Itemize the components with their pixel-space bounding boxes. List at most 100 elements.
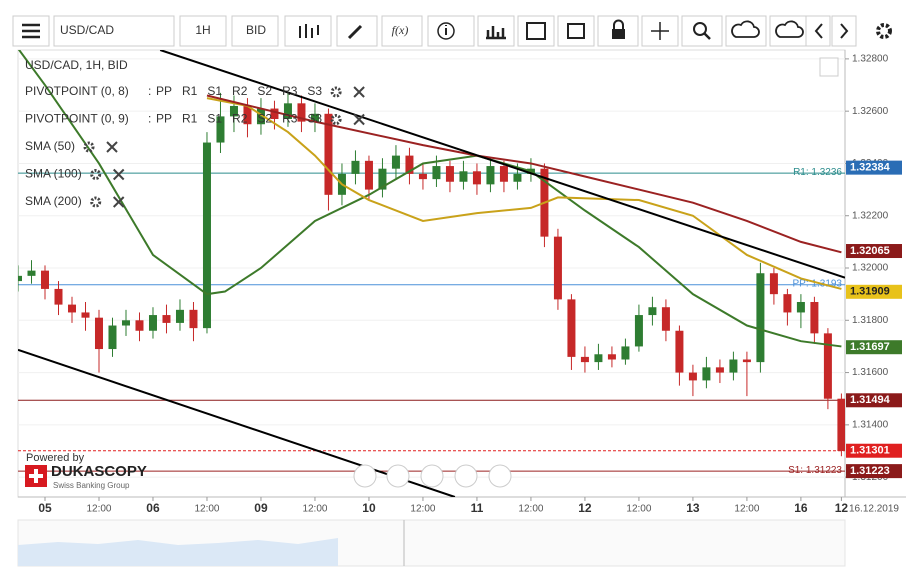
news-icon	[567, 23, 585, 39]
toolbar: USD/CAD 1H BID f(x)	[12, 15, 892, 47]
price-box	[846, 160, 902, 175]
scroll-left[interactable]	[353, 464, 377, 488]
side-select[interactable]	[231, 15, 279, 47]
prev-button[interactable]	[805, 15, 831, 47]
candle-body	[135, 320, 144, 331]
date-label: 16.12.2019	[849, 504, 899, 515]
candle-body	[202, 142, 211, 329]
y-tick-label: 1.32200	[852, 210, 889, 221]
candle-body	[378, 168, 387, 190]
sma-line	[206, 94, 842, 254]
pivot-name: R2	[232, 112, 248, 126]
candle-body	[256, 108, 265, 125]
candle-body	[162, 315, 171, 323]
price-box	[846, 340, 902, 355]
calendar-icon	[526, 22, 546, 40]
candle-body	[621, 346, 630, 360]
lock-shackle	[613, 19, 624, 29]
x-tick-label: 12:00	[302, 504, 327, 515]
settings-gear	[330, 86, 342, 98]
pivot-name: S3	[307, 112, 322, 126]
remove-x	[112, 196, 125, 208]
candle-body	[459, 171, 468, 182]
x-tick-label: 12:00	[518, 504, 543, 515]
pivot-name: R2	[232, 84, 248, 98]
calendar-button[interactable]	[517, 15, 555, 47]
brand-cross	[29, 469, 43, 483]
indicator-name: SMA (200)	[25, 194, 82, 208]
news-button[interactable]	[557, 15, 595, 47]
pivot-separator: :	[148, 112, 151, 126]
candle-body	[270, 108, 279, 120]
x-tick-label: 12:00	[626, 504, 651, 515]
candle-body	[513, 173, 522, 182]
remove-x	[353, 86, 365, 98]
navigator-area	[18, 538, 338, 566]
pivot-name: R1	[182, 112, 198, 126]
indicator-name: SMA (100)	[25, 167, 82, 181]
candle-body	[567, 299, 576, 357]
zoom-out[interactable]	[386, 464, 410, 488]
candle-body	[472, 171, 481, 185]
candle-body	[216, 116, 225, 143]
crosshair-icon	[651, 22, 669, 40]
y-tick-label: 1.32000	[852, 263, 889, 274]
brand-name: DUKASCOPY	[51, 463, 147, 480]
period-select[interactable]	[179, 15, 227, 47]
pivot-label: R1: 1.3236	[793, 167, 842, 178]
candle-body	[715, 367, 724, 373]
candle-body	[580, 356, 589, 363]
candle-body	[634, 315, 643, 347]
price-box-label: 1.32384	[850, 162, 891, 174]
pivot-name: R3	[282, 112, 298, 126]
next-button[interactable]	[831, 15, 857, 47]
candle-body	[756, 273, 765, 363]
candle-body	[688, 372, 697, 381]
reset[interactable]	[420, 464, 444, 488]
candle-body	[742, 359, 751, 363]
info-button[interactable]	[427, 15, 475, 47]
candle-body	[18, 275, 22, 282]
settings-gear	[83, 141, 95, 153]
candle-body	[229, 105, 238, 117]
price-box	[846, 244, 902, 259]
price-box-label: 1.31494	[850, 394, 891, 406]
settings-icon[interactable]	[876, 23, 892, 39]
y-tick-label: 1.31600	[852, 367, 889, 378]
indicator-button[interactable]	[477, 15, 515, 47]
candle-body	[729, 359, 738, 373]
candle-body	[486, 166, 495, 185]
y-tick-label: 1.32800	[852, 54, 889, 65]
candle-body	[837, 398, 845, 451]
crosshair-button[interactable]	[641, 15, 679, 47]
indicator-name: PIVOTPOINT (0, 9)	[25, 112, 129, 126]
next-icon	[840, 23, 849, 39]
info-icon	[437, 22, 455, 40]
candle-body	[661, 307, 670, 331]
price-box	[846, 443, 902, 458]
candle-body	[189, 309, 198, 329]
pivot-name: S2	[257, 112, 272, 126]
x-tick-label: 11	[471, 501, 484, 515]
zoom-in[interactable]	[454, 464, 478, 488]
fx-button[interactable]	[381, 15, 423, 47]
period: 1H	[195, 23, 210, 37]
pivot-name: S1	[207, 84, 222, 98]
powered-by: Powered by	[26, 452, 85, 464]
bars-icon	[486, 26, 506, 40]
price-box	[846, 393, 902, 408]
candle-body	[175, 309, 184, 323]
candle-body	[607, 354, 616, 360]
expand-button[interactable]	[819, 57, 839, 77]
zoom-controls	[353, 464, 512, 488]
legend: USD/CAD, 1H, BID PIVOTPOINT (0, 8): PP R1 S1…	[25, 58, 365, 208]
x-tick-label: 12:00	[194, 504, 219, 515]
candle-body	[783, 294, 792, 313]
candle-body	[283, 103, 292, 120]
zoom-button[interactable]	[681, 15, 723, 47]
candle-body	[81, 312, 90, 318]
chart-type-button[interactable]	[284, 15, 332, 47]
scroll-right[interactable]	[488, 464, 512, 488]
symbol-select[interactable]	[53, 15, 175, 47]
